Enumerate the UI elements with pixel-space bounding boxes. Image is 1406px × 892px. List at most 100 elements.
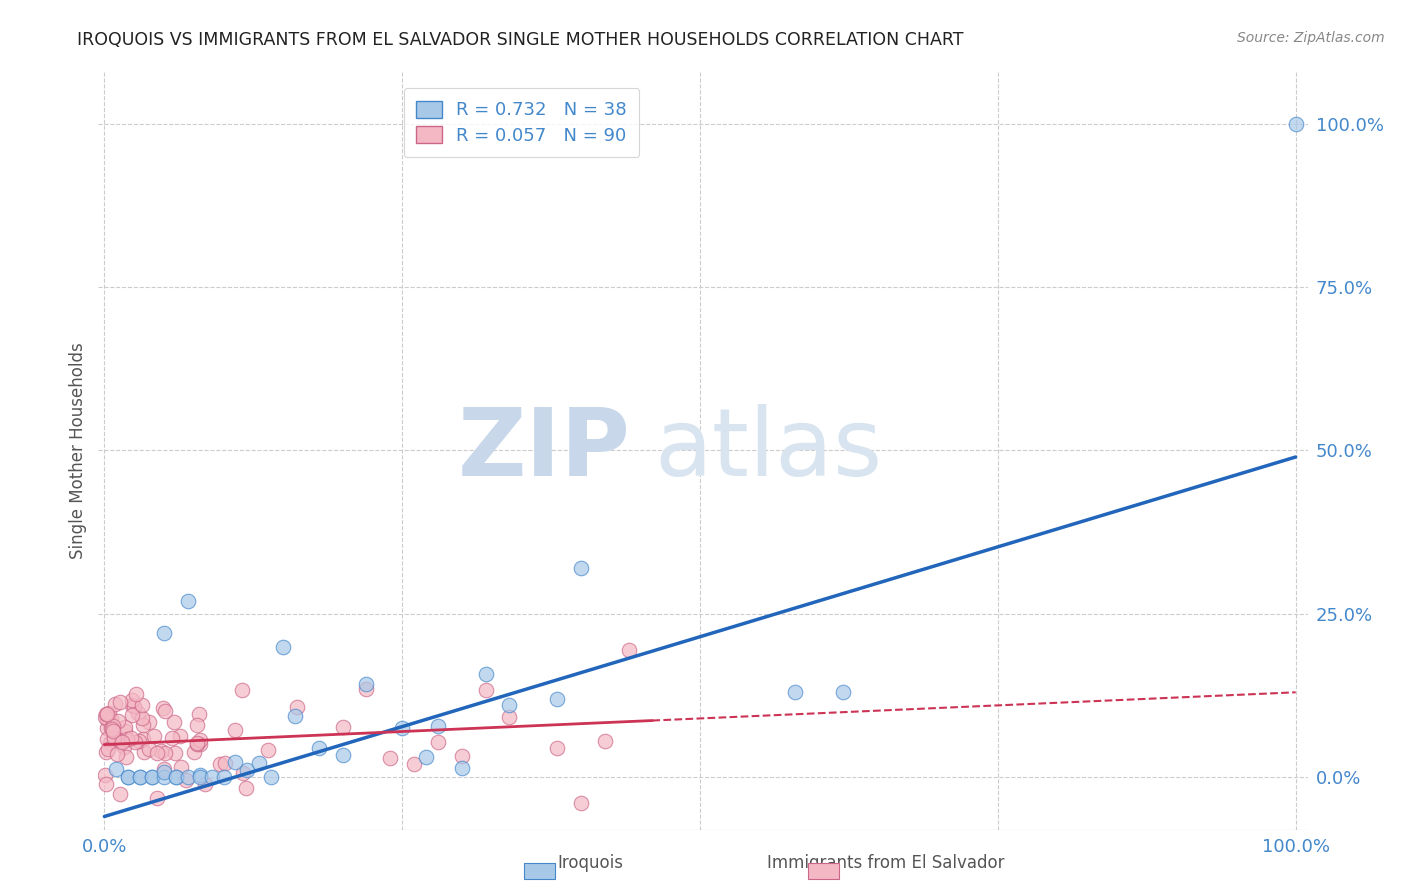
Point bbox=[114, 720, 136, 734]
Point bbox=[112, 740, 135, 755]
Point bbox=[141, 770, 163, 784]
Point bbox=[163, 715, 186, 730]
Point bbox=[177, 594, 200, 608]
Point bbox=[188, 737, 211, 751]
Point bbox=[125, 687, 148, 701]
Point bbox=[117, 731, 139, 746]
Point bbox=[127, 706, 149, 720]
Point bbox=[257, 743, 280, 757]
Point bbox=[108, 787, 131, 801]
Point bbox=[146, 791, 169, 805]
Point bbox=[114, 750, 136, 764]
Point bbox=[101, 730, 124, 744]
Point bbox=[101, 719, 124, 733]
Point bbox=[114, 723, 136, 738]
Text: atlas: atlas bbox=[655, 404, 883, 497]
Point bbox=[186, 737, 208, 751]
Point bbox=[96, 712, 118, 726]
Point bbox=[785, 685, 807, 699]
Point bbox=[138, 714, 160, 729]
Point bbox=[474, 682, 496, 697]
Point bbox=[155, 704, 177, 718]
Point bbox=[183, 745, 205, 759]
Point bbox=[117, 770, 139, 784]
Point bbox=[101, 724, 124, 739]
Point bbox=[174, 772, 197, 787]
Point bbox=[474, 667, 496, 681]
Point bbox=[117, 770, 139, 784]
Point bbox=[186, 736, 208, 750]
Point bbox=[124, 698, 146, 713]
Point bbox=[152, 701, 174, 715]
Text: IROQUOIS VS IMMIGRANTS FROM EL SALVADOR SINGLE MOTHER HOUSEHOLDS CORRELATION CHA: IROQUOIS VS IMMIGRANTS FROM EL SALVADOR … bbox=[77, 31, 965, 49]
Point bbox=[165, 770, 187, 784]
Point bbox=[153, 746, 176, 760]
Point bbox=[96, 707, 118, 722]
Point bbox=[332, 747, 354, 762]
Point bbox=[132, 732, 155, 747]
Point bbox=[96, 777, 118, 791]
Point bbox=[593, 734, 616, 748]
Point bbox=[214, 756, 236, 770]
Point bbox=[308, 740, 330, 755]
Point bbox=[188, 733, 211, 747]
Point bbox=[97, 742, 120, 756]
Point bbox=[212, 770, 235, 784]
Point bbox=[96, 731, 118, 746]
Point bbox=[546, 740, 568, 755]
Point bbox=[1285, 117, 1308, 131]
Point bbox=[186, 718, 208, 732]
Point bbox=[498, 710, 520, 724]
Point bbox=[98, 706, 121, 720]
Point bbox=[103, 731, 125, 745]
Point bbox=[426, 735, 449, 749]
Point bbox=[224, 756, 246, 770]
Point bbox=[208, 757, 231, 772]
Point bbox=[260, 770, 283, 784]
Text: Immigrants from El Salvador: Immigrants from El Salvador bbox=[768, 855, 1004, 872]
Point bbox=[153, 762, 176, 776]
Point bbox=[426, 719, 449, 733]
Point bbox=[153, 764, 176, 779]
Point bbox=[284, 708, 307, 723]
Point bbox=[187, 706, 209, 721]
Point bbox=[121, 707, 143, 722]
Point bbox=[124, 735, 146, 749]
Point bbox=[194, 777, 217, 791]
Point bbox=[138, 742, 160, 756]
Point bbox=[391, 721, 413, 735]
Point bbox=[231, 683, 253, 698]
Point bbox=[153, 770, 176, 784]
Point bbox=[169, 729, 191, 743]
Point bbox=[232, 766, 254, 780]
Point bbox=[108, 695, 131, 709]
Point bbox=[98, 736, 121, 750]
Point bbox=[96, 721, 118, 735]
Point bbox=[165, 770, 187, 784]
Point bbox=[569, 561, 592, 575]
Point bbox=[100, 721, 122, 735]
Point bbox=[177, 770, 200, 784]
Point bbox=[149, 744, 172, 758]
Point bbox=[498, 698, 520, 713]
Legend: R = 0.732   N = 38, R = 0.057   N = 90: R = 0.732 N = 38, R = 0.057 N = 90 bbox=[404, 88, 640, 157]
Point bbox=[104, 698, 127, 712]
Point bbox=[170, 760, 193, 774]
Point bbox=[94, 710, 117, 724]
Point bbox=[101, 723, 124, 737]
Point bbox=[129, 770, 152, 784]
Point bbox=[356, 681, 378, 696]
Point bbox=[271, 640, 294, 654]
Point bbox=[93, 767, 115, 781]
Point bbox=[96, 745, 118, 759]
Point bbox=[96, 706, 118, 721]
Point bbox=[128, 734, 150, 748]
Point bbox=[356, 677, 378, 691]
Point bbox=[100, 712, 122, 726]
Point bbox=[450, 762, 472, 776]
Point bbox=[546, 692, 568, 706]
Text: Source: ZipAtlas.com: Source: ZipAtlas.com bbox=[1237, 31, 1385, 45]
Point bbox=[617, 643, 640, 657]
Point bbox=[285, 700, 308, 714]
Point bbox=[142, 730, 165, 744]
